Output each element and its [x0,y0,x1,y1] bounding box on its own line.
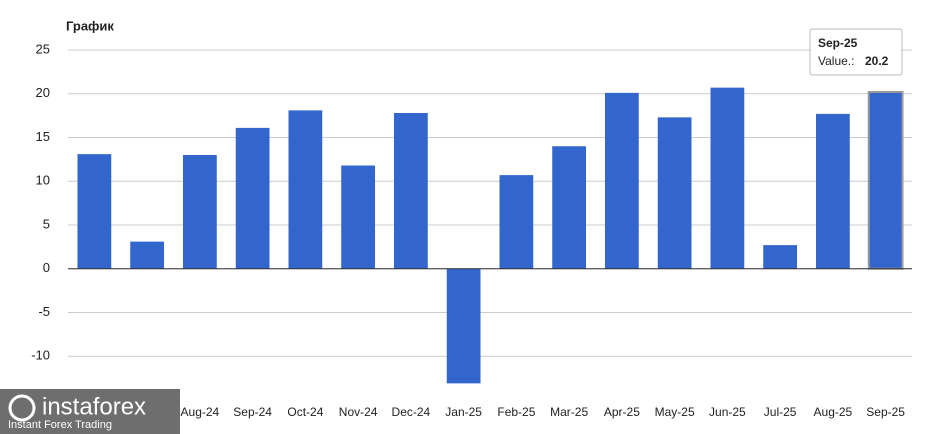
y-tick-label: -5 [38,304,50,319]
x-tick-label: May-25 [655,405,695,419]
x-tick-label: Oct-24 [287,405,323,419]
tooltip-box [809,28,903,76]
bar [393,113,428,269]
bar [763,245,798,269]
x-tick-label: Feb-25 [497,405,535,419]
y-tick-label: -10 [31,348,50,363]
bar [552,146,587,269]
watermark-icon [8,394,36,422]
x-tick-label: Jan-25 [445,405,482,419]
x-tick-label: Jun-25 [709,405,746,419]
x-tick-label: Mar-25 [550,405,588,419]
x-tick-label: Jul-25 [764,405,797,419]
watermark-box [0,389,180,434]
bar [710,87,745,269]
bar [130,241,165,269]
tooltip-value: 20.2 [865,54,889,68]
x-tick-label: Nov-24 [339,405,378,419]
y-tick-label: 0 [43,260,50,275]
y-tick-label: 25 [36,41,50,56]
bar [288,110,323,269]
chart-title: График [66,18,114,33]
watermark: instaforex Instant Forex Trading [0,389,180,434]
bar [867,91,904,270]
bar [499,175,534,269]
watermark-tagline: Instant Forex Trading [8,419,112,431]
tooltip-title: Sep-25 [818,36,858,50]
watermark-brand: instaforex [42,393,146,420]
x-tick-label: Aug-24 [181,405,220,419]
x-tick-label: Sep-25 [866,405,905,419]
bar [235,127,270,269]
tooltip: Sep-25 Value.: 20.2 [809,28,903,76]
tooltip-label: Value.: [818,54,854,68]
bar [446,268,481,384]
bar [77,154,112,269]
y-tick-label: 15 [36,129,50,144]
plot-area: -10 -5 0 5 10 15 20 25 Aug-24 Sep-24 Oct-24 Nov-24 D… [31,41,912,419]
x-tick-label: Aug-25 [814,405,853,419]
bar [341,165,376,269]
bar [815,113,850,269]
y-tick-label: 20 [36,85,50,100]
x-tick-label: Sep-24 [233,405,272,419]
x-tick-label: Dec-24 [392,405,431,419]
bar [182,155,217,269]
x-tick-label: Apr-25 [604,405,640,419]
bar [604,92,639,269]
y-tick-label: 5 [43,216,50,231]
bar [657,117,692,269]
y-tick-label: 10 [36,173,50,188]
